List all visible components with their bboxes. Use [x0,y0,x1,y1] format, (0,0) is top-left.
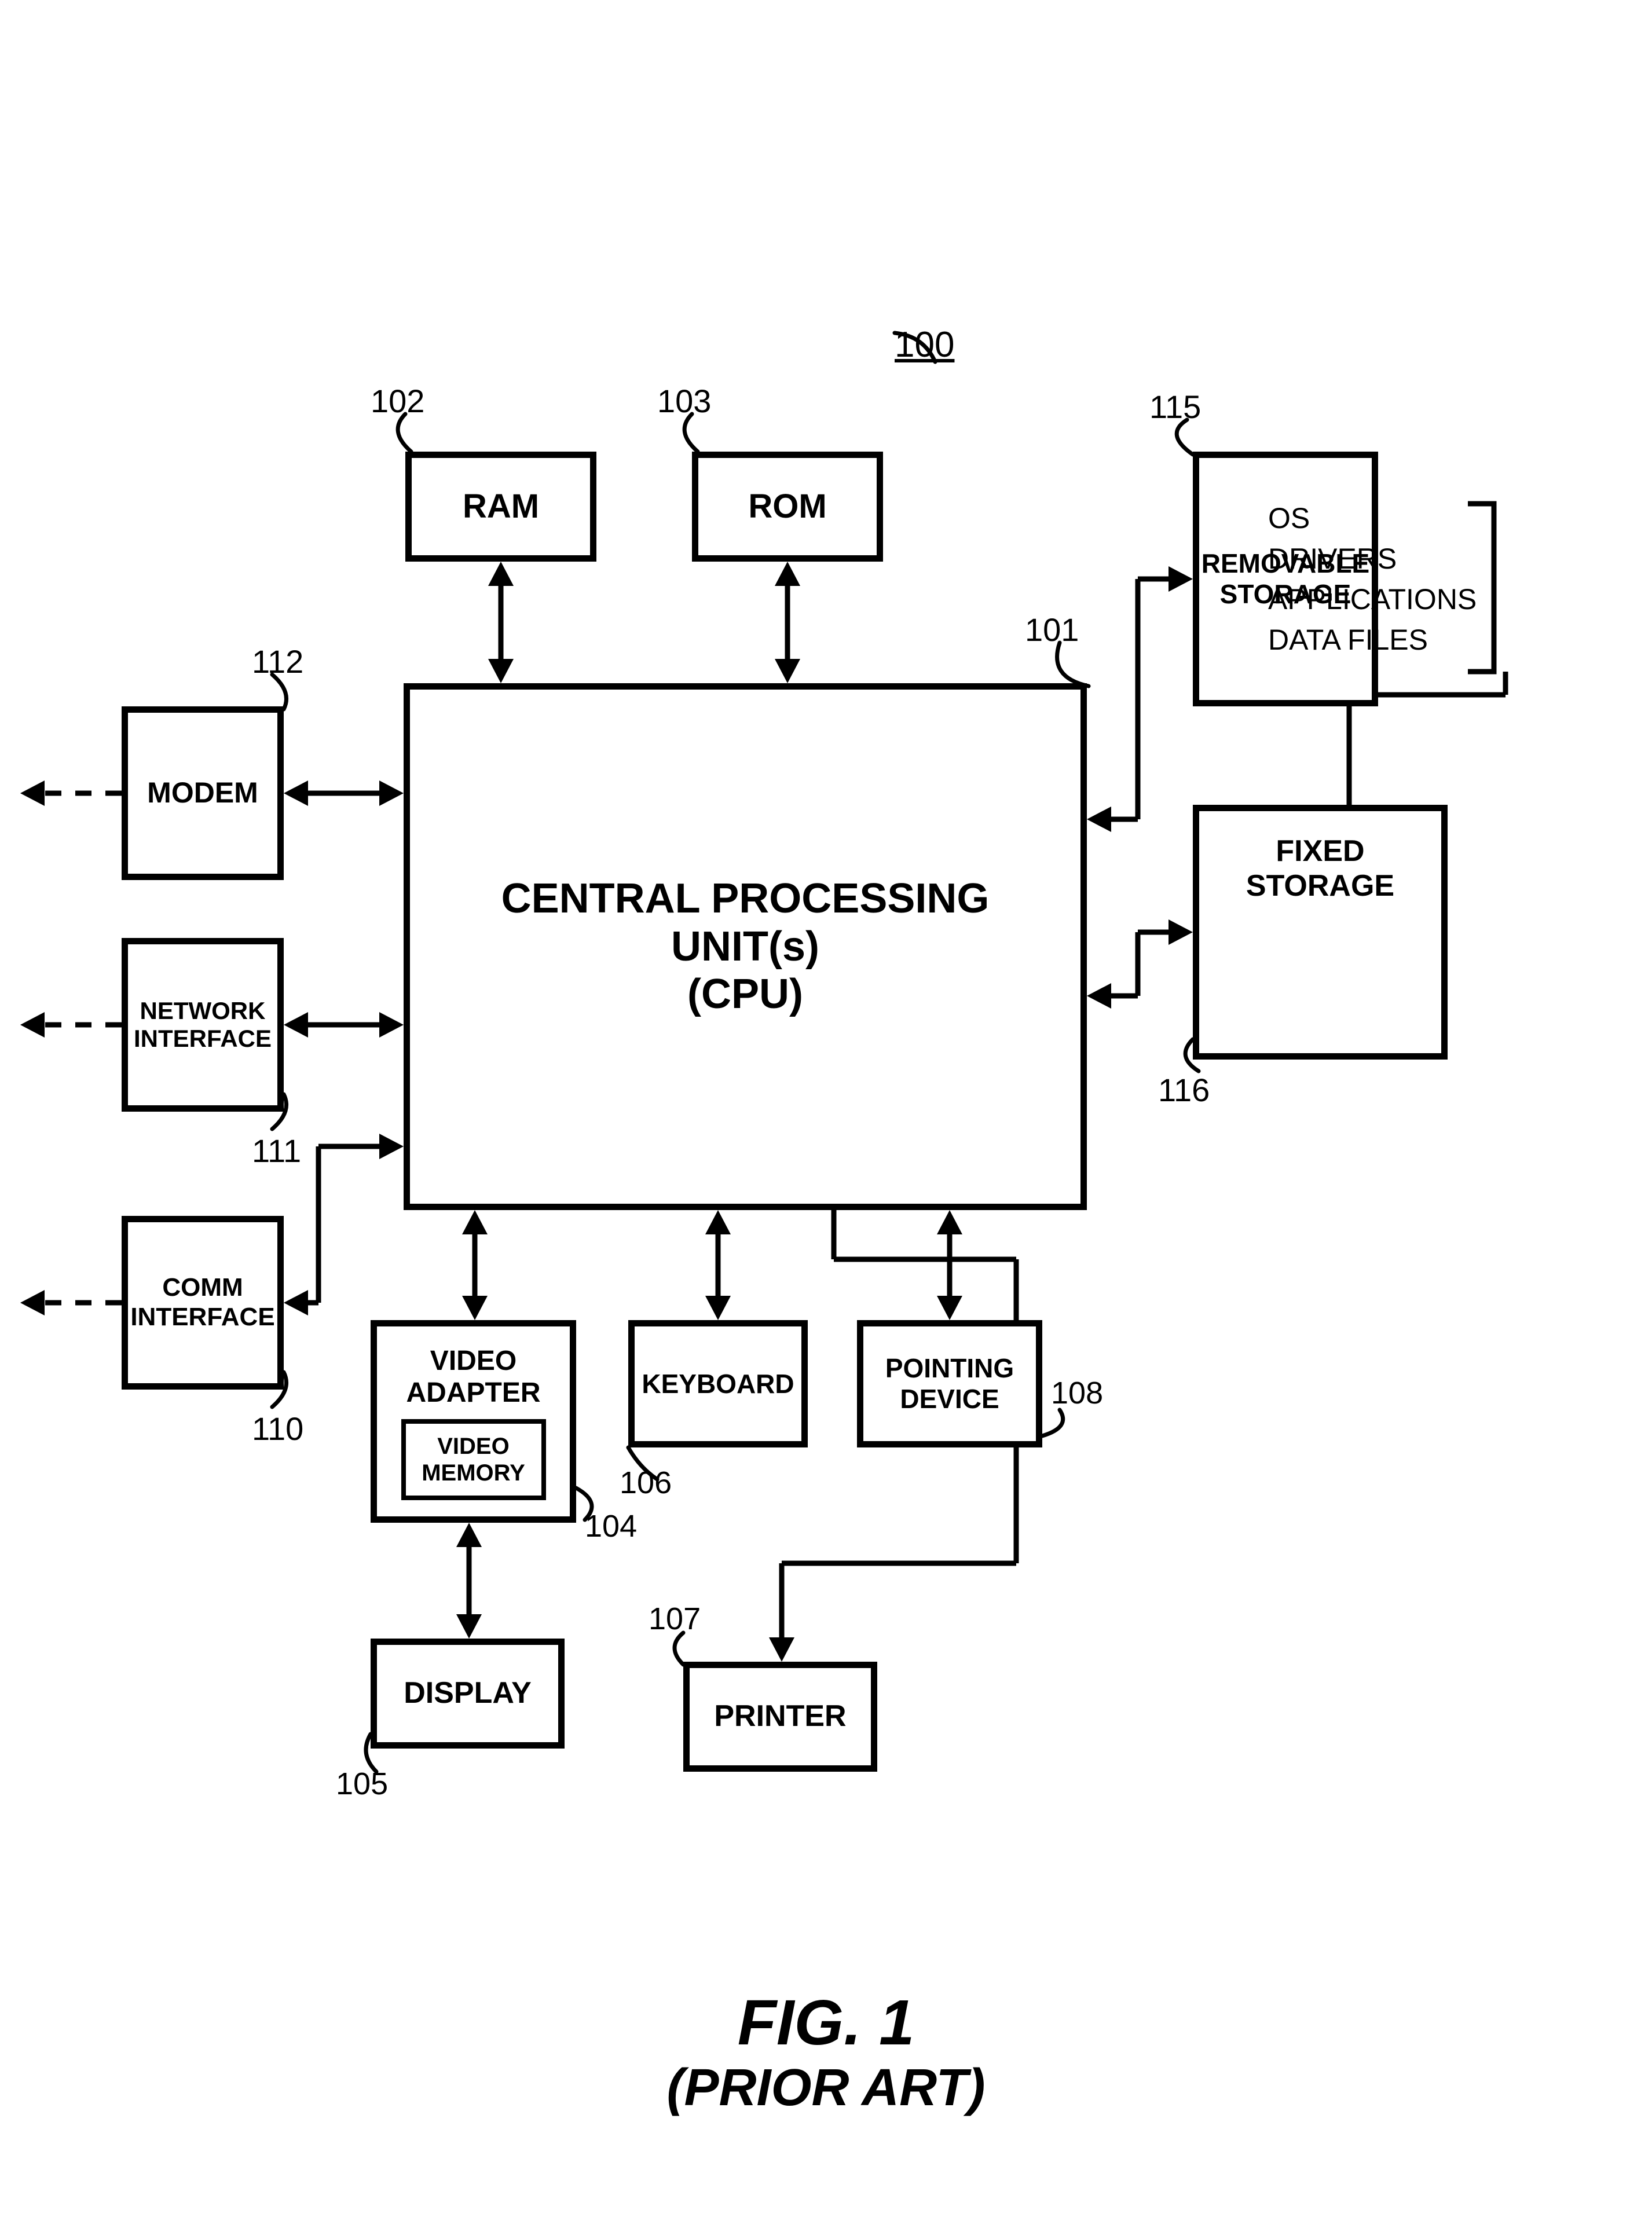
bracket-text-block: OSDRIVERSAPPLICATIONSDATA FILES [1268,498,1477,660]
node-ptdev: POINTING DEVICE [857,1320,1042,1447]
figure-caption-text2: (PRIOR ART) [667,2059,986,2117]
node-cpu-label: CENTRAL PROCESSING UNIT(s) (CPU) [501,875,990,1018]
ref-print: 107 [649,1601,701,1637]
node-nwif: NETWORK INTERFACE [122,938,284,1112]
system-ref-label: 100 [895,324,954,365]
node-disp-label: DISPLAY [404,1676,532,1711]
bracket-line-3: DATA FILES [1268,620,1477,660]
bracket-line-0: OS [1268,498,1477,538]
node-comm: COMM INTERFACE [122,1216,284,1390]
node-print-label: PRINTER [714,1699,846,1734]
figure-caption-line1: FIG. 1 [0,1986,1652,2059]
ref-kbd: 106 [620,1465,672,1501]
figure-caption-text1: FIG. 1 [738,1987,915,2058]
node-nwif-label: NETWORK INTERFACE [134,997,272,1053]
node-vmem-label: VIDEO MEMORY [422,1433,525,1486]
node-disp: DISPLAY [371,1639,565,1749]
node-modem-label: MODEM [147,776,258,810]
node-kbd-label: KEYBOARD [642,1369,794,1399]
ref-video: 104 [585,1508,637,1544]
node-fstor-label: FIXED STORAGE [1246,834,1394,904]
figure-caption-line2: (PRIOR ART) [0,2058,1652,2118]
ref-disp: 105 [336,1766,388,1802]
ref-cpu: 101 [1025,611,1079,648]
node-video: VIDEO ADAPTER VIDEO MEMORY [371,1320,576,1523]
node-vmem: VIDEO MEMORY [401,1419,546,1500]
ref-rom: 103 [657,382,711,420]
bracket-line-1: DRIVERS [1268,538,1477,579]
bracket-line-2: APPLICATIONS [1268,579,1477,620]
node-comm-label: COMM INTERFACE [130,1273,274,1332]
ref-rstor: 115 [1149,388,1201,426]
ref-nwif: 111 [252,1132,301,1170]
node-ram-label: RAM [463,488,539,526]
ref-comm: 110 [252,1410,303,1447]
node-kbd: KEYBOARD [628,1320,808,1447]
ref-ptdev: 108 [1051,1375,1103,1411]
node-cpu: CENTRAL PROCESSING UNIT(s) (CPU) [404,683,1087,1210]
node-ram: RAM [405,452,596,562]
node-rom: ROM [692,452,883,562]
node-modem: MODEM [122,706,284,880]
node-ptdev-label: POINTING DEVICE [885,1353,1014,1414]
node-print: PRINTER [683,1662,877,1772]
node-video-label: VIDEO ADAPTER [406,1345,540,1409]
system-ref-text: 100 [895,325,954,365]
node-fstor: FIXED STORAGE [1193,805,1448,1060]
ref-fstor: 116 [1158,1071,1210,1109]
node-rom-label: ROM [748,488,826,526]
ref-ram: 102 [371,382,424,420]
ref-modem: 112 [252,643,303,680]
